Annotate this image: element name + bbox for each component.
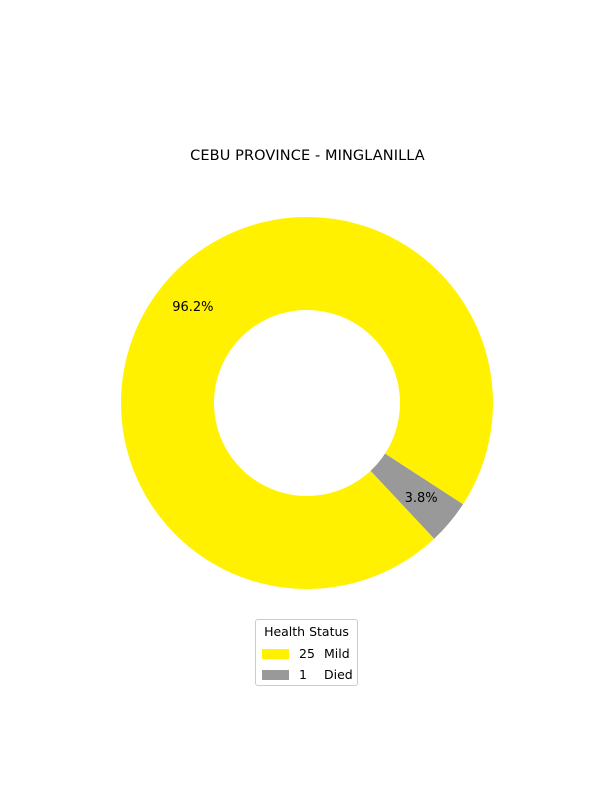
legend-swatch-mild [262,649,289,659]
chart-title: CEBU PROVINCE - MINGLANILLA [190,148,425,164]
legend-label-died: Died [324,667,353,682]
legend-count-mild: 25 [299,646,315,661]
legend-label-mild: Mild [324,646,350,661]
chart-legend: Health Status 25 Mild 1 Died [255,619,358,686]
legend-swatch-died [262,670,289,680]
legend-title: Health Status [264,624,349,639]
pct-label-died: 3.8% [405,491,438,506]
donut-slice-mild [121,216,494,589]
legend-count-died: 1 [299,667,307,682]
donut-slice-died [370,453,463,539]
pct-label-mild: 96.2% [172,300,213,315]
